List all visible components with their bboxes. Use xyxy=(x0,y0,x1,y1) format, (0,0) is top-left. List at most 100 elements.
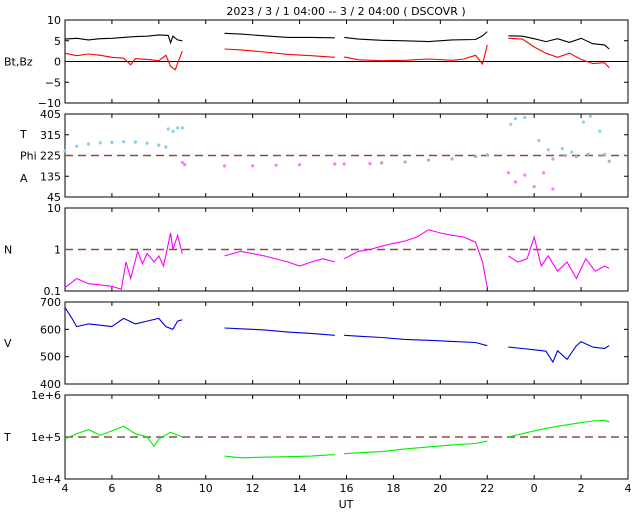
panel-1: 10 5 0 −5 −10 Bt,Bz xyxy=(4,14,629,110)
x-tick-label: 16 xyxy=(340,482,354,495)
y-axis-label: Bt,Bz xyxy=(4,56,33,69)
series-line xyxy=(64,307,183,330)
y-tick-label: 700 xyxy=(40,296,61,309)
series-line xyxy=(508,35,610,50)
data-point xyxy=(145,141,149,145)
data-point xyxy=(541,171,546,175)
y-tick-label: 225 xyxy=(40,150,61,163)
y-tick-label: 400 xyxy=(40,378,61,391)
data-point xyxy=(598,153,602,158)
series-line xyxy=(508,37,610,69)
series-line xyxy=(508,234,610,280)
data-point xyxy=(380,161,384,165)
data-point xyxy=(563,153,567,158)
y-tick-label: 315 xyxy=(40,129,61,142)
data-point xyxy=(546,148,550,152)
y-tick-label: 405 xyxy=(40,108,61,121)
data-point xyxy=(509,122,513,126)
y-axis-label: A xyxy=(20,172,28,185)
x-tick-label: 6 xyxy=(108,482,115,495)
data-point xyxy=(586,152,590,156)
data-point xyxy=(166,127,170,131)
data-point xyxy=(551,157,555,161)
series-line xyxy=(344,31,488,43)
x-tick-label: 0 xyxy=(531,482,538,495)
x-tick-label: 2 xyxy=(578,482,585,495)
data-point xyxy=(485,153,489,157)
data-point xyxy=(581,120,586,124)
series-line xyxy=(64,425,183,448)
series-line xyxy=(343,229,488,288)
y-axis-label: Phi xyxy=(20,150,37,163)
data-point xyxy=(98,141,102,145)
y-tick-label: 10 xyxy=(47,202,61,215)
data-point xyxy=(176,126,180,130)
series-line xyxy=(224,327,335,336)
data-point xyxy=(403,160,407,164)
data-point xyxy=(122,140,126,144)
data-point xyxy=(532,185,536,189)
panel-3: 10 1 0.1 N xyxy=(4,202,629,298)
data-point xyxy=(274,163,278,167)
y-tick-label: 500 xyxy=(40,351,61,364)
series-line xyxy=(224,454,335,459)
y-tick-label: 10 xyxy=(47,14,61,27)
y-tick-label: 1e+4 xyxy=(31,473,61,486)
y-axis-label: N xyxy=(4,244,12,257)
data-point xyxy=(63,149,67,153)
data-point xyxy=(513,117,518,121)
data-point xyxy=(560,146,564,151)
data-point xyxy=(551,187,555,191)
x-tick-label: 20 xyxy=(433,482,447,495)
data-point xyxy=(427,158,431,162)
data-point xyxy=(537,138,541,143)
panel-2: 405 315 225 135 45 T Phi A xyxy=(19,108,629,204)
y-tick-label: 135 xyxy=(40,170,61,183)
series-line xyxy=(344,44,488,66)
data-point xyxy=(513,180,518,184)
y-tick-label: 1e+6 xyxy=(31,389,61,402)
panel-frame xyxy=(64,301,629,385)
data-point xyxy=(333,162,337,166)
data-point xyxy=(251,164,255,168)
data-point xyxy=(297,163,302,167)
data-point xyxy=(523,115,527,120)
panel-4: 700 600 500 400 V xyxy=(4,296,629,391)
y-tick-label: −5 xyxy=(45,76,61,89)
data-point xyxy=(368,161,372,166)
x-tick-label: 4 xyxy=(62,482,69,495)
data-point xyxy=(473,155,478,159)
series-line xyxy=(224,48,335,58)
y-axis-label: V xyxy=(4,337,12,350)
x-tick-label: 10 xyxy=(199,482,213,495)
y-axis-label: T xyxy=(3,431,11,444)
y-tick-label: 1e+5 xyxy=(31,431,61,444)
y-tick-label: 0 xyxy=(54,56,61,69)
data-point xyxy=(342,162,346,166)
data-point xyxy=(222,164,227,168)
data-point xyxy=(75,144,79,148)
data-point xyxy=(574,155,578,159)
y-axis-label: T xyxy=(19,128,27,141)
data-point xyxy=(180,126,184,130)
series-line xyxy=(64,34,183,45)
series-line xyxy=(64,232,183,291)
x-tick-label: 12 xyxy=(246,482,260,495)
series-line xyxy=(224,250,335,267)
series-line xyxy=(508,419,610,438)
series-line xyxy=(64,50,183,71)
data-point xyxy=(570,150,574,154)
series-line xyxy=(344,440,488,455)
data-point xyxy=(450,157,454,161)
series-line xyxy=(508,340,610,364)
panel-5: 1e+6 1e+5 1e+4 T xyxy=(3,389,629,486)
data-point xyxy=(523,173,527,177)
x-tick-label: 4 xyxy=(625,482,632,495)
data-point xyxy=(183,163,187,167)
series-line xyxy=(224,32,335,39)
y-tick-label: −10 xyxy=(38,97,61,110)
data-point xyxy=(133,140,137,144)
series-line xyxy=(344,334,488,347)
x-tick-label: 22 xyxy=(480,482,494,495)
